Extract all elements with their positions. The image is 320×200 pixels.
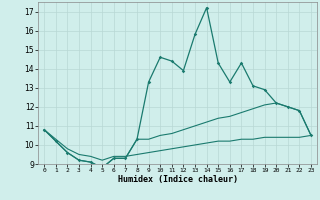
X-axis label: Humidex (Indice chaleur): Humidex (Indice chaleur) <box>118 175 238 184</box>
